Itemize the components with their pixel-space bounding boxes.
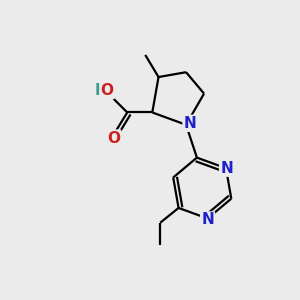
- Text: N: N: [220, 161, 233, 176]
- Text: O: O: [100, 83, 113, 98]
- Text: H: H: [94, 83, 107, 98]
- Text: N: N: [184, 116, 196, 131]
- Text: O: O: [107, 130, 120, 146]
- Text: N: N: [201, 212, 214, 227]
